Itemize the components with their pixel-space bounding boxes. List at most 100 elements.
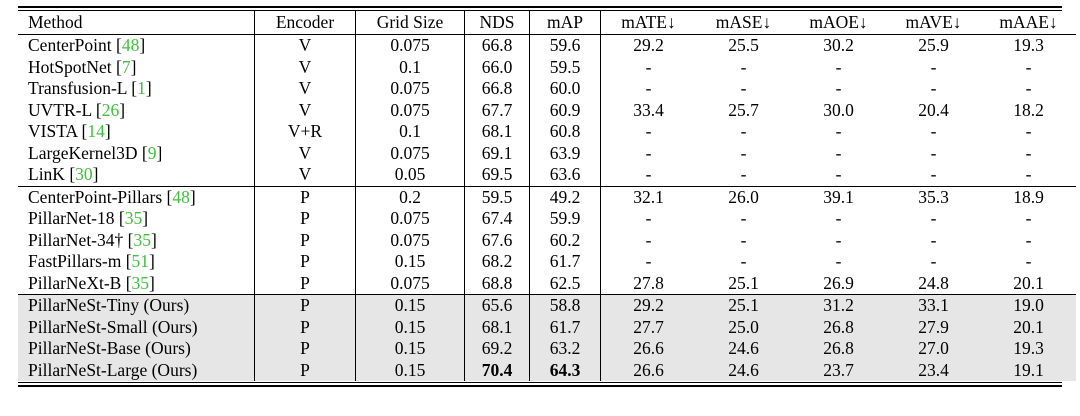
cell-encoder: V <box>254 56 356 78</box>
col-header-mate: mATE↓ <box>600 11 696 35</box>
cell-map: 61.7 <box>529 251 601 273</box>
cell-mase: 24.6 <box>696 338 791 360</box>
citation-link[interactable]: 35 <box>124 208 143 228</box>
method-name: PillarNet-18 <box>28 208 115 228</box>
cell-mate: 27.8 <box>600 272 696 295</box>
cell-grid-size: 0.15 <box>355 359 465 381</box>
cell-nds: 70.4 <box>464 359 530 381</box>
cell-encoder: P <box>254 294 356 317</box>
citation-link[interactable]: 26 <box>101 99 120 120</box>
cell-mase: 25.5 <box>696 34 791 57</box>
cell-method: CenterPoint-Pillars [48] <box>18 185 255 208</box>
col-header-grid-size: Grid Size <box>355 11 465 35</box>
cell-mase: - <box>740 142 747 163</box>
cell-method: PillarNeSt-Small (Ours) <box>18 316 255 338</box>
table-body: CenterPoint [48] V 0.075 66.8 59.6 29.2 25.5 30… <box>18 34 1076 381</box>
cell-maoe: - <box>835 142 842 163</box>
cell-method: PillarNet-34† [35] <box>28 229 157 250</box>
cell-mase: - <box>740 56 747 77</box>
cell-method: CenterPoint [48] <box>18 34 255 57</box>
cell-mate: - <box>600 142 696 164</box>
table-row: PillarNeSt-Base (Ours) P 0.15 69.2 63.2 26.6 2… <box>18 338 1076 360</box>
cell-mave: - <box>930 78 937 98</box>
col-header-method: Method <box>28 12 83 32</box>
cell-encoder: P <box>254 185 356 208</box>
citation-link[interactable]: 48 <box>172 186 190 207</box>
cell-encoder: P <box>254 208 356 230</box>
results-table-container: Method Encoder Grid Size NDS mAP mATE↓ m… <box>18 6 1076 387</box>
cell-mase: - <box>740 78 747 98</box>
cell-map: 60.9 <box>529 99 601 121</box>
cell-maae: 19.3 <box>981 34 1076 57</box>
cell-mase: 25.0 <box>696 316 791 338</box>
results-table: Method Encoder Grid Size NDS mAP mATE↓ m… <box>18 11 1076 381</box>
citation-link[interactable]: 1 <box>137 78 146 98</box>
method-name: UVTR-L <box>28 99 92 120</box>
method-name: Transfusion-L <box>28 78 127 98</box>
table-row: PillarNeXt-B [35] P 0.075 68.8 62.5 27.8 25.1 2… <box>18 272 1076 295</box>
cell-grid-size: 0.05 <box>355 164 465 186</box>
cell-maoe: - <box>835 56 842 77</box>
cell-map: 63.2 <box>529 338 601 360</box>
cell-method: PillarNeXt-B [35] <box>28 272 155 293</box>
cell-maoe: - <box>835 164 842 184</box>
cell-map: 60.2 <box>529 229 601 251</box>
cell-maae: - <box>1025 78 1032 98</box>
cell-mave: 25.9 <box>886 34 981 57</box>
cell-mave: 27.9 <box>886 316 981 338</box>
cell-maae: - <box>1025 121 1032 141</box>
cell-map: 49.2 <box>529 185 601 208</box>
cell-encoder: P <box>254 229 356 251</box>
cell-maoe: - <box>835 78 842 98</box>
cell-encoder: V <box>254 78 356 100</box>
citation-link[interactable]: 51 <box>131 251 150 271</box>
table-row: LargeKernel3D [9] V 0.075 69.1 63.9- - - - - <box>18 142 1076 164</box>
cell-nds: 68.1 <box>464 121 530 143</box>
table-row: PillarNeSt-Tiny (Ours) P 0.15 65.6 58.8 29.2 2… <box>18 294 1076 317</box>
cell-nds: 66.8 <box>464 78 530 100</box>
cell-map: 63.6 <box>529 164 601 186</box>
citation-link[interactable]: 30 <box>75 164 93 184</box>
cell-maoe: 26.8 <box>791 338 886 360</box>
cell-encoder: P <box>254 251 356 273</box>
cell-nds: 68.2 <box>464 251 530 273</box>
citation-link[interactable]: 48 <box>121 35 140 55</box>
col-header-maoe: mAOE↓ <box>809 12 868 32</box>
citation-link[interactable]: 7 <box>121 56 131 77</box>
table-row: PillarNet-18 [35] P 0.075 67.4 59.9- - - - - <box>18 208 1076 230</box>
citation-link[interactable]: 9 <box>147 142 157 163</box>
cell-encoder: V <box>254 142 356 164</box>
table-row: LinK [30] V 0.05 69.5 63.6- - - - - <box>18 164 1076 186</box>
cell-mase: 26.0 <box>696 185 791 208</box>
citation-link[interactable]: 35 <box>133 229 151 250</box>
method-name: LinK <box>28 164 65 184</box>
cell-grid-size: 0.075 <box>355 99 465 121</box>
table-row: VISTA [14] V+R 0.1 68.1 60.8- - - - - <box>18 121 1076 143</box>
cell-mase: 24.6 <box>696 359 791 381</box>
cell-maoe: - <box>835 229 842 250</box>
col-header-maae: mAAE↓ <box>999 12 1058 32</box>
bottom-rule <box>18 385 1062 387</box>
cell-maae: - <box>1025 164 1032 184</box>
col-header-mave: mAVE↓ <box>905 12 962 32</box>
cell-nds: 67.7 <box>464 99 530 121</box>
cell-map: 64.3 <box>529 359 601 381</box>
cell-encoder: P <box>254 316 356 338</box>
citation-link[interactable]: 14 <box>87 121 105 141</box>
table-row: PillarNeSt-Small (Ours) P 0.15 68.1 61.7 27.7… <box>18 316 1076 338</box>
table-row: PillarNeSt-Large (Ours) P 0.15 70.4 64.3 26.6… <box>18 359 1076 381</box>
method-name: PillarNeXt-B <box>28 272 122 293</box>
citation-link[interactable]: 35 <box>131 272 150 293</box>
cell-encoder: V+R <box>254 121 356 143</box>
cell-map: 59.5 <box>529 56 601 78</box>
cell-nds: 68.8 <box>464 272 530 295</box>
cell-mate: 32.1 <box>600 185 696 208</box>
table-row: UVTR-L [26] V 0.075 67.7 60.9 33.4 25.7 30.0 20.… <box>18 99 1076 121</box>
cell-nds: 65.6 <box>464 294 530 317</box>
cell-method: PillarNeSt-Large (Ours) <box>18 359 255 381</box>
cell-maoe: - <box>835 251 842 271</box>
top-rule <box>18 6 1062 8</box>
cell-maae: - <box>1025 208 1032 228</box>
cell-method: LinK [30] <box>28 164 99 184</box>
cell-grid-size: 0.075 <box>355 272 465 295</box>
